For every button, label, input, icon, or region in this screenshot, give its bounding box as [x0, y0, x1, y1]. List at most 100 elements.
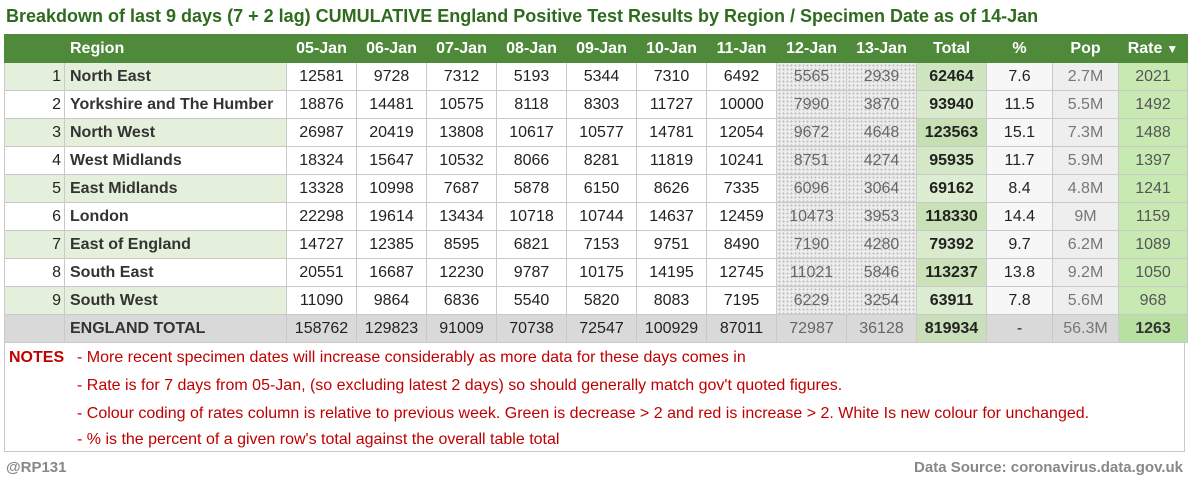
day-value: 12230 [426, 258, 497, 287]
notes-box: NOTES - More recent specimen dates will … [4, 342, 1185, 452]
day-value: 12054 [706, 118, 777, 147]
pop-value: 4.8M [1052, 174, 1119, 203]
lag-day-value: 3953 [846, 202, 917, 231]
day-header[interactable]: 11-Jan [706, 34, 777, 63]
pct-value: 14.4 [986, 202, 1053, 231]
total-value: 95935 [916, 146, 987, 175]
row-index: 5 [4, 174, 65, 203]
day-value: 8303 [566, 90, 637, 119]
region-name: West Midlands [64, 146, 287, 175]
table-row[interactable]: 5 East Midlands 13328 10998 7687 5878 6150 8626… [4, 174, 1188, 203]
table-row[interactable]: 2 Yorkshire and The Humber 18876 14481 10575… [4, 90, 1188, 119]
lag-day-value: 5846 [846, 258, 917, 287]
pct-header[interactable]: % [986, 34, 1053, 63]
region-header[interactable]: Region [64, 34, 287, 63]
day-header[interactable]: 06-Jan [356, 34, 427, 63]
total-value: 62464 [916, 62, 987, 91]
total-value: 63911 [916, 286, 987, 315]
lag-day-header[interactable]: 13-Jan [846, 34, 917, 63]
pct-value: 7.6 [986, 62, 1053, 91]
day-value: 7310 [636, 62, 707, 91]
day-value: 13434 [426, 202, 497, 231]
england-total-row[interactable]: ENGLAND TOTAL 158762 129823 91009 70738 72547… [4, 314, 1188, 343]
region-name: South West [64, 286, 287, 315]
table-row[interactable]: 6 London 22298 19614 13434 10718 10744 14637 124… [4, 202, 1188, 231]
day-value: 8490 [706, 230, 777, 259]
day-value: 11090 [286, 286, 357, 315]
day-value: 13328 [286, 174, 357, 203]
rate-value: 1488 [1118, 118, 1188, 147]
table-row[interactable]: 7 East of England 14727 12385 8595 6821 7153 97… [4, 230, 1188, 259]
total-value: 819934 [916, 314, 987, 343]
table-row[interactable]: 1 North East 12581 9728 7312 5193 5344 7310 6492… [4, 62, 1188, 91]
rate-value: 1089 [1118, 230, 1188, 259]
rate-value: 968 [1118, 286, 1188, 315]
day-value: 9751 [636, 230, 707, 259]
day-value: 26987 [286, 118, 357, 147]
pop-value: 9M [1052, 202, 1119, 231]
rate-value: 1397 [1118, 146, 1188, 175]
day-header[interactable]: 07-Jan [426, 34, 497, 63]
day-value: 10241 [706, 146, 777, 175]
day-header[interactable]: 10-Jan [636, 34, 707, 63]
row-index [4, 314, 65, 343]
pct-value: 8.4 [986, 174, 1053, 203]
row-index: 2 [4, 90, 65, 119]
day-value: 6836 [426, 286, 497, 315]
lag-day-value: 36128 [846, 314, 917, 343]
sort-down-icon[interactable]: ▼ [1166, 41, 1179, 56]
lag-day-value: 7190 [776, 230, 847, 259]
table-row[interactable]: 3 North West 26987 20419 13808 10617 10577 1478… [4, 118, 1188, 147]
lag-day-value: 3254 [846, 286, 917, 315]
day-value: 70738 [496, 314, 567, 343]
day-value: 12385 [356, 230, 427, 259]
rate-value: 1492 [1118, 90, 1188, 119]
day-value: 10000 [706, 90, 777, 119]
day-value: 8066 [496, 146, 567, 175]
day-header[interactable]: 08-Jan [496, 34, 567, 63]
day-value: 22298 [286, 202, 357, 231]
day-header[interactable]: 09-Jan [566, 34, 637, 63]
pop-value: 7.3M [1052, 118, 1119, 147]
page-title: Breakdown of last 9 days (7 + 2 lag) CUM… [6, 6, 1039, 26]
table-row[interactable]: 9 South West 11090 9864 6836 5540 5820 8083 7195… [4, 286, 1188, 315]
table-row[interactable]: 4 West Midlands 18324 15647 10532 8066 8281 118… [4, 146, 1188, 175]
day-header[interactable]: 05-Jan [286, 34, 357, 63]
day-value: 9728 [356, 62, 427, 91]
day-value: 6492 [706, 62, 777, 91]
lag-day-value: 3064 [846, 174, 917, 203]
day-value: 5878 [496, 174, 567, 203]
day-value: 10175 [566, 258, 637, 287]
rate-value: 1241 [1118, 174, 1188, 203]
day-value: 9864 [356, 286, 427, 315]
pop-value: 56.3M [1052, 314, 1119, 343]
day-value: 14195 [636, 258, 707, 287]
rate-header[interactable]: Rate ▼ [1118, 34, 1188, 63]
lag-day-value: 6229 [776, 286, 847, 315]
region-name: North East [64, 62, 287, 91]
day-value: 12745 [706, 258, 777, 287]
pct-value: 15.1 [986, 118, 1053, 147]
pct-value: 11.7 [986, 146, 1053, 175]
lag-day-value: 6096 [776, 174, 847, 203]
day-value: 8595 [426, 230, 497, 259]
day-value: 6150 [566, 174, 637, 203]
row-index: 8 [4, 258, 65, 287]
day-value: 10577 [566, 118, 637, 147]
day-value: 100929 [636, 314, 707, 343]
pop-value: 5.5M [1052, 90, 1119, 119]
day-value: 10575 [426, 90, 497, 119]
total-header[interactable]: Total [916, 34, 987, 63]
day-value: 12581 [286, 62, 357, 91]
pop-value: 9.2M [1052, 258, 1119, 287]
day-value: 5344 [566, 62, 637, 91]
lag-day-value: 3870 [846, 90, 917, 119]
day-value: 12459 [706, 202, 777, 231]
day-value: 10998 [356, 174, 427, 203]
lag-day-header[interactable]: 12-Jan [776, 34, 847, 63]
day-value: 20419 [356, 118, 427, 147]
table-row[interactable]: 8 South East 20551 16687 12230 9787 10175 14195… [4, 258, 1188, 287]
day-value: 72547 [566, 314, 637, 343]
pop-header[interactable]: Pop [1052, 34, 1119, 63]
region-name: East Midlands [64, 174, 287, 203]
